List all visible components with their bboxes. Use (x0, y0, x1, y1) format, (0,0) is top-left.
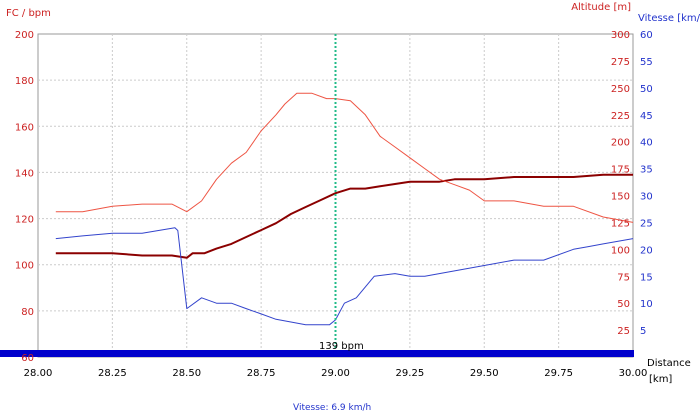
left-axis-label: FC / bpm (6, 8, 51, 19)
altitude-tick-label: 250 (611, 84, 630, 95)
tick-labels: 60 80 100 120 140 160 180 200 28.00 28.25 28.50 28.… (15, 30, 653, 379)
speed-tick-label: 5 (640, 326, 646, 337)
x-tick-label: 29.50 (470, 368, 499, 379)
x-tick-label: 28.50 (172, 368, 201, 379)
cursor-fc-label: 139 bpm (319, 341, 364, 352)
x-tick-label: 29.00 (321, 368, 350, 379)
x-tick-label: 29.25 (396, 368, 425, 379)
altitude-tick-label: 100 (611, 245, 630, 256)
x-tick-label: 30.00 (619, 368, 648, 379)
altitude-tick-label: 75 (617, 272, 630, 283)
speed-tick-label: 50 (640, 84, 653, 95)
altitude-tick-label: 225 (611, 111, 630, 122)
speed-tick-label: 55 (640, 57, 653, 68)
altitude-tick-label: 25 (617, 326, 630, 337)
altitude-tick-label: 125 (611, 218, 630, 229)
speed-tick-label: 20 (640, 245, 653, 256)
speed-tick-label: 25 (640, 218, 653, 229)
altitude-tick-label: 300 (611, 30, 630, 41)
altitude-tick-label: 175 (611, 165, 630, 176)
speed-tick-label: 45 (640, 111, 653, 122)
altitude-series-line (55, 92, 634, 223)
altitude-tick-label: 50 (617, 299, 630, 310)
x-axis-label-line1: Distance (647, 358, 691, 369)
fc-tick-label: 60 (21, 353, 34, 364)
cursor-speed-label: Vitesse: 6.9 km/h (293, 403, 371, 413)
fc-tick-label: 140 (15, 168, 34, 179)
speed-tick-label: 30 (640, 192, 653, 203)
fc-tick-label: 200 (15, 30, 34, 41)
altitude-tick-label: 200 (611, 138, 630, 149)
speed-tick-label: 15 (640, 272, 653, 283)
fc-series-line (55, 173, 633, 259)
speed-axis-label: Vitesse [km/h] (638, 13, 700, 24)
x-tick-label: 28.00 (24, 368, 53, 379)
altitude-tick-label: 275 (611, 57, 630, 68)
speed-series-line (55, 227, 634, 326)
altitude-tick-label: 150 (611, 192, 630, 203)
altitude-axis-label: Altitude [m] (571, 2, 631, 13)
fc-tick-label: 160 (15, 122, 34, 133)
x-tick-label: 28.25 (98, 368, 127, 379)
speed-tick-label: 40 (640, 138, 653, 149)
fc-tick-label: 100 (15, 261, 34, 272)
fc-tick-label: 120 (15, 215, 34, 226)
x-tick-label: 28.75 (247, 368, 276, 379)
baseline-bar (0, 350, 634, 357)
series-layer (0, 34, 634, 357)
fc-tick-label: 180 (15, 76, 34, 87)
speed-tick-label: 60 (640, 30, 653, 41)
speed-tick-label: 35 (640, 165, 653, 176)
fc-tick-label: 80 (21, 307, 34, 318)
x-tick-label: 29.75 (544, 368, 573, 379)
speed-tick-label: 10 (640, 299, 653, 310)
x-axis-label-line2: [km] (649, 374, 672, 385)
